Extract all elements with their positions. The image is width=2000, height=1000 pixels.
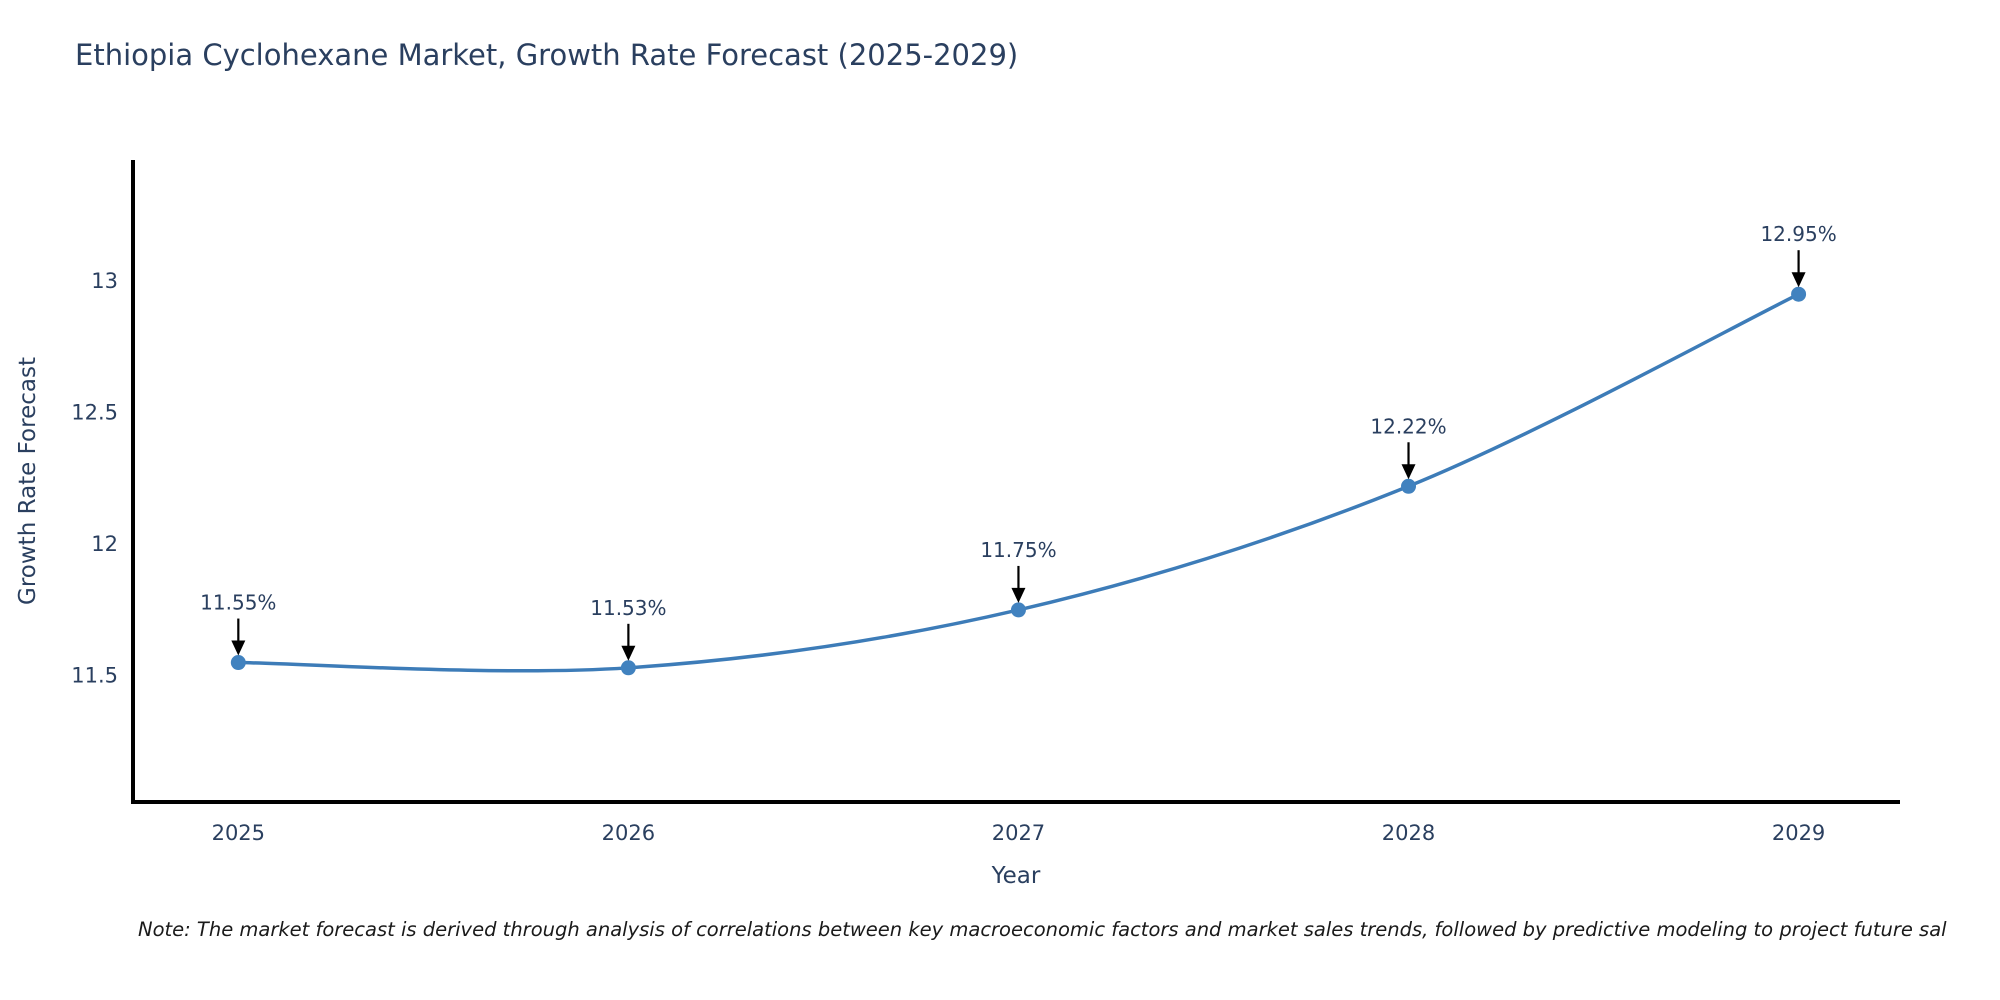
x-tick-label: 2028	[1382, 821, 1435, 845]
footnote: Note: The market forecast is derived thr…	[138, 918, 1947, 941]
y-tick-label: 12.5	[71, 401, 118, 425]
annotation-arrowhead	[621, 645, 636, 661]
annotation-arrowhead	[1791, 272, 1806, 288]
chart-title: Ethiopia Cyclohexane Market, Growth Rate…	[75, 38, 1019, 72]
annotation-label: 11.53%	[590, 596, 666, 620]
x-axis-title: Year	[991, 863, 1041, 889]
y-tick-label: 11.5	[71, 664, 118, 688]
x-tick-label: 2027	[992, 821, 1045, 845]
data-point	[1010, 602, 1026, 618]
annotation-arrowhead	[1011, 587, 1026, 603]
annotation-label: 11.75%	[980, 538, 1056, 562]
x-tick-label: 2029	[1772, 821, 1825, 845]
x-tick-label: 2025	[212, 821, 265, 845]
data-point	[620, 660, 636, 676]
annotation-arrowhead	[1401, 464, 1416, 480]
y-tick-label: 12	[91, 532, 118, 556]
annotation-label: 12.22%	[1370, 414, 1446, 438]
x-tick-label: 2026	[602, 821, 655, 845]
data-point	[1401, 478, 1417, 494]
data-point	[1791, 286, 1807, 302]
annotation-label: 11.55%	[200, 591, 276, 615]
annotation-arrowhead	[231, 640, 246, 656]
y-tick-label: 13	[91, 269, 118, 293]
annotation-label: 12.95%	[1760, 222, 1836, 246]
data-point	[230, 655, 246, 671]
